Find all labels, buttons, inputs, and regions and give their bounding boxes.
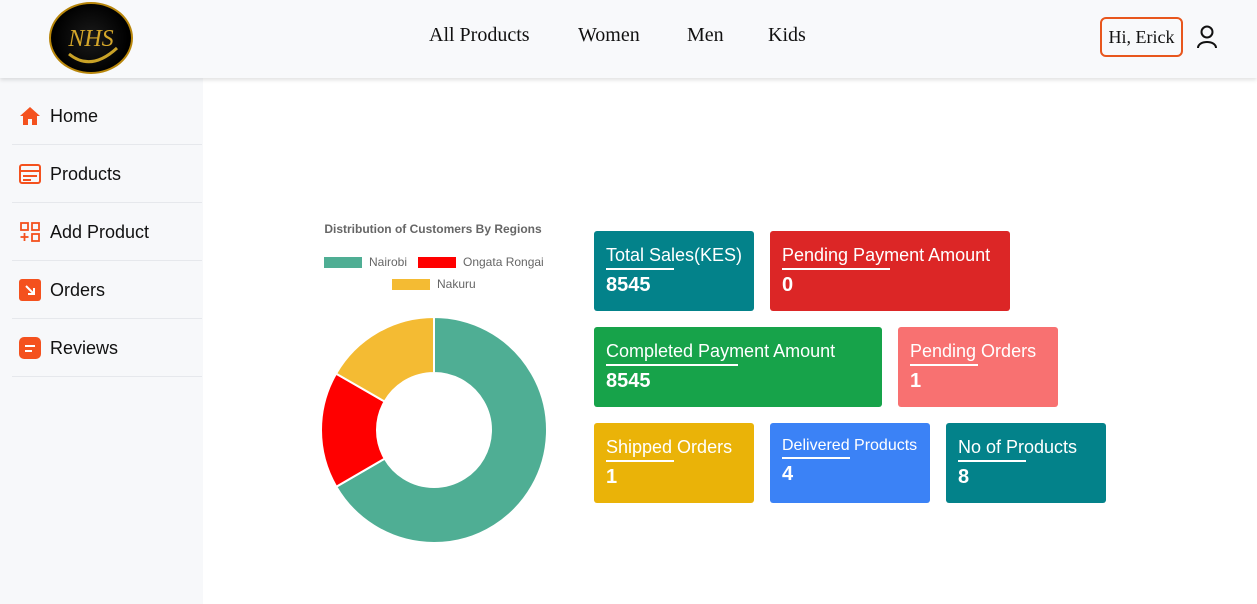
card-value: 4 <box>782 463 794 485</box>
card-value: 0 <box>782 274 794 296</box>
card-title-underline <box>606 268 674 270</box>
nav-women[interactable]: Women <box>578 24 640 46</box>
legend-label: Nakuru <box>437 277 476 291</box>
card-title: Delivered Products <box>782 437 918 459</box>
card-title: Completed Payment Amount <box>606 341 836 366</box>
card-value: 8 <box>958 466 970 488</box>
logo-text: NHS <box>67 26 113 52</box>
card-title-text: Pending Orders <box>910 341 1037 361</box>
card-title-text: Completed Payment Amount <box>606 341 836 361</box>
card-title-text: Shipped Orders <box>606 437 733 457</box>
brand-logo[interactable]: NHS <box>49 2 133 74</box>
customers-by-region-chart: Distribution of Customers By Regions Nai… <box>310 215 560 543</box>
stat-card-pending-orders[interactable]: Pending Orders 1 <box>898 327 1058 407</box>
card-title-underline <box>606 364 738 366</box>
chart-title: Distribution of Customers By Regions <box>324 222 542 236</box>
card-title-text: Pending Payment Amount <box>782 245 991 265</box>
card-title: Total Sales(KES) <box>606 245 743 270</box>
sidebar-item-label: Orders <box>50 279 106 300</box>
nav-all-products[interactable]: All Products <box>429 24 530 46</box>
card-title-underline <box>606 460 674 462</box>
donut-slice-nairobi[interactable] <box>334 315 548 543</box>
nav-kids[interactable]: Kids <box>768 24 806 46</box>
sidebar-item-label: Add Product <box>50 221 150 242</box>
user-greeting-button[interactable]: Hi, Erick <box>1100 17 1183 57</box>
stat-card-delivered-products[interactable]: Delivered Products 4 <box>770 423 930 503</box>
card-title: Shipped Orders <box>606 437 733 462</box>
card-title: Pending Orders <box>910 341 1037 366</box>
stat-card-shipped-orders[interactable]: Shipped Orders 1 <box>594 423 754 503</box>
legend-item-nakuru[interactable]: Nakuru <box>392 277 476 291</box>
products-icon <box>19 163 41 185</box>
sidebar-item-reviews[interactable]: Reviews <box>12 320 202 377</box>
nav-men[interactable]: Men <box>687 24 724 46</box>
card-value: 8545 <box>606 274 651 296</box>
sidebar-item-label: Home <box>50 105 99 126</box>
sidebar-item-products[interactable]: Products <box>12 146 202 203</box>
home-icon <box>19 105 41 127</box>
stat-card-total-sales[interactable]: Total Sales(KES) 8545 <box>594 231 754 311</box>
legend-label: Ongata Rongai <box>463 255 544 269</box>
legend-item-nairobi[interactable]: Nairobi <box>324 255 407 269</box>
card-title-text: Total Sales(KES) <box>606 245 743 265</box>
stat-card-no-of-products[interactable]: No of Products 8 <box>946 423 1106 503</box>
card-value: 1 <box>606 466 618 488</box>
stat-card-completed-payment[interactable]: Completed Payment Amount 8545 <box>594 327 882 407</box>
card-value: 1 <box>910 370 922 392</box>
card-title-underline <box>958 460 1026 462</box>
sidebar-item-label: Reviews <box>50 337 119 358</box>
top-navbar: NHS All Products Women Men Kids Hi, Eric… <box>0 0 1257 78</box>
card-title-underline <box>782 457 850 459</box>
stat-card-pending-payment[interactable]: Pending Payment Amount 0 <box>770 231 1010 311</box>
sidebar-item-orders[interactable]: Orders <box>12 262 202 319</box>
reviews-icon <box>19 337 41 359</box>
orders-icon <box>19 279 41 301</box>
legend-swatch <box>392 278 430 290</box>
sidebar-item-label: Products <box>50 163 122 184</box>
card-title-text: Delivered Products <box>782 437 918 454</box>
card-value: 8545 <box>606 370 651 392</box>
card-title-underline <box>910 364 978 366</box>
sidebar-item-home[interactable]: Home <box>12 88 202 145</box>
legend-swatch <box>418 256 456 268</box>
card-title: No of Products <box>958 437 1078 462</box>
legend-label: Nairobi <box>369 255 408 269</box>
donut-chart <box>320 315 548 543</box>
user-icon[interactable] <box>1196 25 1218 49</box>
card-title-underline <box>782 268 890 270</box>
donut-slice-nakuru[interactable] <box>334 315 435 403</box>
sidebar-item-add-product[interactable]: Add Product <box>12 204 202 261</box>
card-title-text: No of Products <box>958 437 1078 457</box>
add-product-icon <box>19 221 41 243</box>
card-title: Pending Payment Amount <box>782 245 991 270</box>
legend-item-ongata-rongai[interactable]: Ongata Rongai <box>418 255 544 269</box>
legend-swatch <box>324 256 362 268</box>
sidebar: Home Products Add Product Orders Reviews <box>0 78 203 604</box>
